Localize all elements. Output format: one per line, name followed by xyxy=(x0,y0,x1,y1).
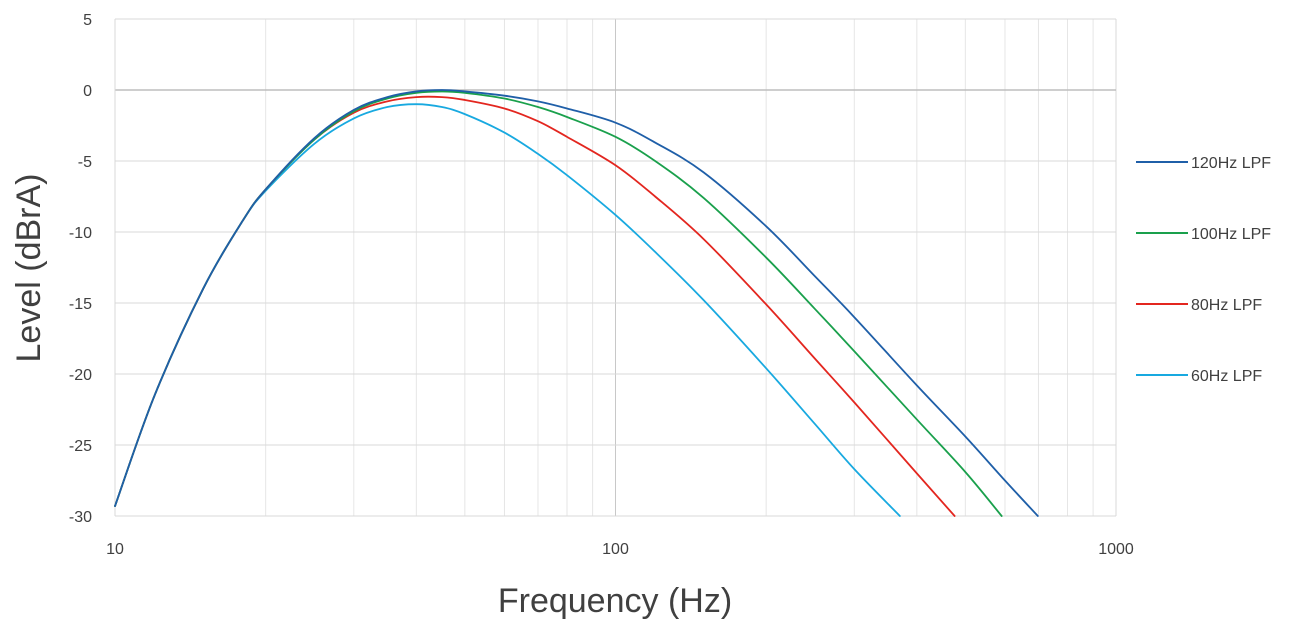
y-tick-label: -5 xyxy=(78,154,92,171)
legend: 120Hz LPF 100Hz LPF 80Hz LPF 60Hz LPF xyxy=(1136,155,1271,385)
legend-item-60hz-lpf: 60Hz LPF xyxy=(1136,368,1262,385)
series-line-120hz-lpf xyxy=(114,89,1039,517)
legend-label: 80Hz LPF xyxy=(1191,297,1262,314)
legend-label: 100Hz LPF xyxy=(1191,226,1271,243)
x-tick-label: 100 xyxy=(602,541,629,558)
y-tick-label: 0 xyxy=(83,83,92,100)
y-tick-label: -10 xyxy=(69,225,92,242)
legend-item-120hz-lpf: 120Hz LPF xyxy=(1136,155,1271,172)
y-tick-label: -15 xyxy=(69,296,92,313)
x-axis-title: Frequency (Hz) xyxy=(498,582,732,620)
legend-label: 120Hz LPF xyxy=(1191,155,1271,172)
y-tick-label: 5 xyxy=(83,12,92,29)
y-axis-title: Level (dBrA) xyxy=(10,174,48,363)
y-tick-labels: 5 0 -5 -10 -15 -20 -25 -30 xyxy=(69,12,92,526)
y-tick-label: -20 xyxy=(69,367,92,384)
y-tick-label: -25 xyxy=(69,438,92,455)
plot-series xyxy=(114,89,1039,517)
legend-item-80hz-lpf: 80Hz LPF xyxy=(1136,297,1262,314)
legend-item-100hz-lpf: 100Hz LPF xyxy=(1136,226,1271,243)
y-tick-label: -30 xyxy=(69,509,92,526)
x-tick-labels: 10 100 1000 xyxy=(106,541,1134,558)
legend-label: 60Hz LPF xyxy=(1191,368,1262,385)
x-tick-label: 1000 xyxy=(1098,541,1134,558)
x-tick-label: 10 xyxy=(106,541,124,558)
